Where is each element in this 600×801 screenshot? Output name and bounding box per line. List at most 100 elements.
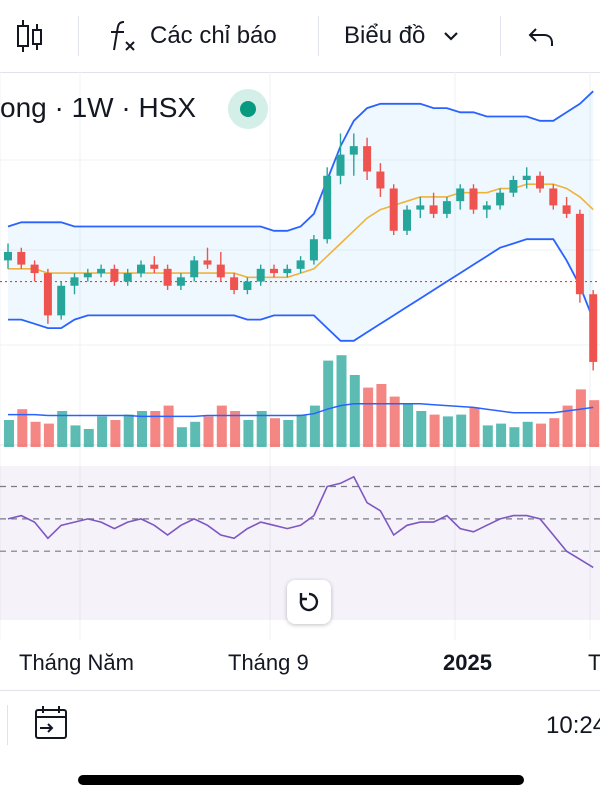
undo-icon	[528, 28, 553, 46]
bollinger-fill	[8, 91, 594, 341]
toolbar-divider	[318, 16, 319, 56]
candle-body	[137, 264, 145, 274]
candle-body	[176, 277, 185, 286]
volume-bar	[589, 400, 600, 447]
candlestick-icon	[17, 20, 42, 52]
undo-button[interactable]	[526, 10, 562, 62]
bollinger-upper-line	[7, 90, 594, 232]
chart-menu-label: Biểu đồ	[344, 22, 426, 49]
candle-body	[83, 273, 92, 278]
toolbar-divider	[500, 16, 501, 56]
candle-body	[309, 239, 318, 261]
reset-chart-button[interactable]	[287, 580, 331, 624]
candle-body	[442, 201, 451, 214]
candle-body	[230, 277, 239, 290]
candle-body	[536, 175, 544, 189]
status-dot-icon	[240, 101, 256, 117]
candle-body	[283, 268, 292, 274]
candle-body	[43, 273, 52, 316]
volume-bar	[549, 418, 560, 447]
volume-bar	[442, 416, 453, 447]
chart-type-button[interactable]	[14, 10, 58, 62]
bollinger-basis-line	[8, 183, 594, 279]
volume-bar	[496, 423, 507, 447]
market-status-indicator[interactable]	[228, 89, 268, 129]
candle-body	[376, 171, 385, 189]
volume-bar	[482, 425, 493, 447]
x-axis-label-may: Tháng Năm	[19, 650, 134, 675]
volume-bar	[509, 427, 520, 447]
candle-body	[416, 205, 425, 210]
x-axis-label-september: Tháng 9	[228, 650, 309, 675]
volume-bar	[163, 405, 174, 447]
volume-bar	[57, 411, 68, 447]
candle-body	[243, 281, 252, 290]
candle-body	[97, 268, 106, 274]
candle-body	[496, 192, 505, 206]
top-toolbar: Các chỉ báo Biểu đồ	[0, 0, 600, 72]
candle-body	[456, 188, 465, 202]
indicators-button[interactable]: Các chỉ báo	[106, 10, 277, 62]
candle-body	[256, 268, 265, 282]
candle-body	[17, 251, 26, 265]
candle-body	[216, 264, 225, 278]
volume-bar	[110, 420, 121, 447]
candle-body	[70, 277, 79, 286]
volume-bar	[562, 405, 573, 447]
candle-body	[296, 260, 305, 269]
symbol-info[interactable]: ong · 1W · HSX	[0, 92, 197, 123]
volume-bar	[123, 414, 134, 447]
x-axis-label-partial: T	[588, 650, 600, 675]
volume-bar	[43, 423, 54, 447]
candle-body	[203, 260, 212, 265]
volume-bar	[4, 420, 14, 447]
volume-bar	[429, 414, 440, 447]
candle-body	[482, 205, 491, 210]
volume-bar	[283, 420, 294, 447]
candle-body	[469, 188, 478, 210]
candle-body	[349, 146, 358, 155]
candle-body	[4, 251, 12, 261]
go-to-date-button[interactable]	[32, 703, 72, 748]
volume-bar	[230, 411, 241, 447]
volume-bar	[216, 405, 227, 447]
candle-body	[57, 285, 66, 316]
candle-body	[123, 273, 132, 282]
volume-bar	[176, 427, 187, 447]
volume-ma-line	[8, 403, 594, 418]
volume-bar	[469, 407, 480, 447]
bollinger-lower-line	[8, 238, 595, 342]
candle-body	[509, 180, 518, 193]
volume-bar	[575, 389, 586, 447]
toolbar-divider	[78, 16, 79, 56]
volume-bar	[456, 414, 467, 447]
volume-bar	[336, 355, 347, 447]
home-indicator[interactable]	[78, 775, 524, 785]
candle-body	[323, 175, 332, 240]
candle-body	[270, 268, 278, 274]
function-icon	[111, 21, 135, 51]
candle-body	[389, 188, 398, 231]
volume-bar	[203, 416, 214, 447]
candle-body	[30, 264, 39, 274]
volume-bar	[150, 411, 161, 447]
candle-body	[589, 294, 598, 362]
indicators-label: Các chỉ báo	[150, 22, 277, 49]
volume-bar	[376, 384, 387, 447]
candle-body	[575, 213, 584, 295]
candle-body	[549, 188, 558, 206]
volume-bar	[270, 418, 280, 447]
volume-bar	[97, 416, 108, 447]
candle-body	[522, 175, 531, 180]
candle-body	[150, 264, 159, 269]
bottom-divider	[7, 705, 8, 745]
volume-bar	[522, 421, 533, 447]
candle-body	[190, 260, 199, 278]
reset-icon	[299, 592, 319, 612]
candle-body	[163, 268, 172, 286]
volume-bar	[17, 409, 28, 447]
chevron-down-icon	[444, 32, 459, 41]
volume-bar	[30, 421, 41, 447]
chart-menu-button[interactable]: Biểu đồ	[344, 10, 463, 62]
